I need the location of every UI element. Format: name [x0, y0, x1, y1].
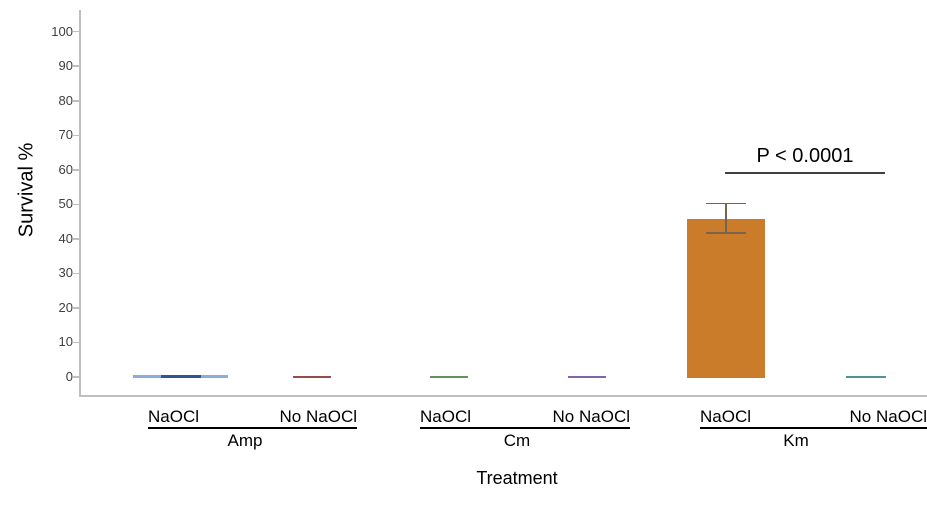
y-tick-mark	[73, 238, 79, 240]
group-label-amp: Amp	[227, 431, 263, 450]
error-bar-km-naocl	[725, 203, 727, 233]
condition-label: No NaOCl	[849, 407, 927, 426]
y-tick-mark	[73, 203, 79, 206]
x-axis-line	[79, 395, 927, 397]
y-tick-label: 20	[58, 299, 73, 315]
condition-label: No NaOCl	[552, 407, 630, 426]
x-axis-title: Treatment	[476, 468, 558, 488]
y-tick-mark	[73, 272, 79, 275]
y-tick-label: 10	[58, 334, 73, 350]
y-tick-mark	[73, 341, 79, 344]
condition-label-span-amp: NaOCl No NaOCl	[148, 403, 357, 429]
y-tick-mark	[73, 65, 79, 67]
y-tick-mark	[73, 134, 79, 137]
y-tick-mark	[73, 30, 79, 33]
bar-cm-no-naocl	[567, 376, 606, 378]
bar-km-naocl	[687, 219, 765, 378]
y-tick-label: 50	[58, 196, 73, 212]
bar-cm-naocl	[429, 376, 468, 378]
y-tick-label: 30	[58, 265, 73, 281]
condition-label: NaOCl	[700, 407, 752, 426]
y-tick-label: 40	[58, 230, 73, 246]
y-tick-mark	[73, 100, 79, 102]
condition-label: NaOCl	[420, 407, 472, 426]
condition-label: No NaOCl	[279, 407, 357, 426]
y-tick-label: 100	[51, 23, 73, 39]
y-tick-label: 70	[58, 127, 73, 143]
y-tick-label: 60	[58, 161, 73, 177]
y-axis-line	[79, 10, 81, 396]
condition-label-span-cm: NaOCl No NaOCl	[420, 403, 630, 429]
bar-km-no-naocl	[846, 376, 886, 378]
error-cap-km-naocl	[706, 202, 746, 205]
group-label-cm: Cm	[503, 431, 531, 450]
p-value-text: P < 0.0001	[756, 145, 854, 167]
y-tick-label: 90	[58, 58, 73, 74]
group-label-km: Km	[783, 431, 809, 450]
significance-line	[725, 172, 885, 174]
y-tick-label: 80	[58, 92, 73, 108]
condition-label: NaOCl	[148, 407, 200, 426]
error-cap-amp-naocl	[160, 375, 201, 379]
y-tick-label: 0	[65, 369, 73, 384]
error-cap-km-naocl	[706, 232, 746, 234]
bar-amp-no-naocl	[292, 376, 331, 378]
condition-label-span-km: NaOCl No NaOCl	[700, 403, 927, 429]
y-tick-mark	[73, 169, 79, 171]
y-tick-mark	[73, 307, 79, 309]
y-axis-title: Survival %	[15, 142, 38, 238]
y-tick-mark	[73, 376, 79, 378]
